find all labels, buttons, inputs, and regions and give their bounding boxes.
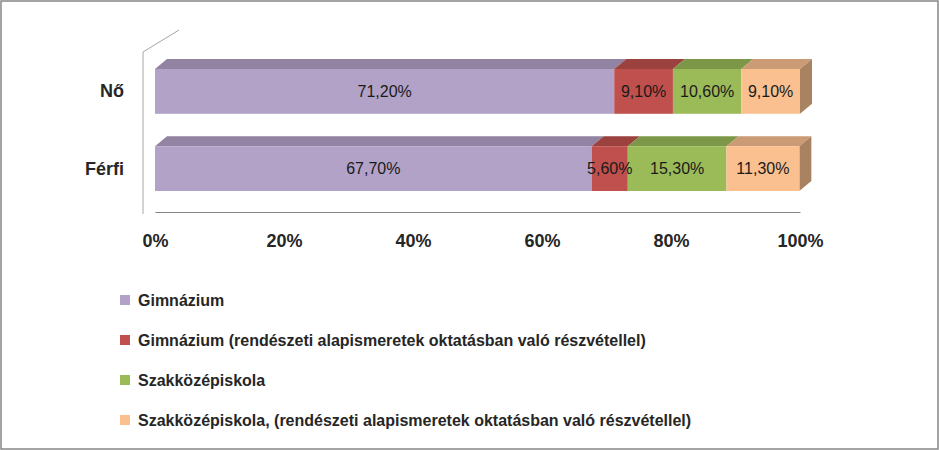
tick: 80%: [653, 212, 689, 251]
legend-label: Szakközépiskola: [138, 372, 265, 389]
category-label: Férfi: [85, 159, 124, 179]
tick: 100%: [777, 212, 823, 251]
legend-label: Gimnázium: [138, 292, 224, 309]
bar: [741, 69, 800, 114]
bar-top: [673, 59, 753, 69]
tick: 0%: [142, 212, 168, 251]
bar-top: [614, 59, 685, 69]
legend-swatch: [120, 295, 130, 305]
bar-top: [155, 136, 604, 146]
bar: [614, 69, 673, 114]
chart: 71,20% 9,10% 10,60% 9,10% 67,70% 5,60% 15,30% 1…: [0, 0, 939, 450]
tick-label: 20%: [266, 231, 302, 251]
bar: [155, 146, 592, 191]
tick-label: 40%: [395, 231, 431, 251]
bar-top: [628, 136, 739, 146]
axis-line: [156, 212, 801, 213]
tick-label: 80%: [653, 231, 689, 251]
bar: [673, 69, 741, 114]
data-labels: 71,20% 9,10% 10,60% 9,10% 67,70% 5,60% 15,30% 1…: [346, 83, 793, 177]
legend-label: Szakközépiskola, (rendészeti alapismeret…: [138, 412, 691, 429]
data-label: 67,70%: [346, 160, 400, 177]
data-label: 71,20%: [357, 83, 411, 100]
data-label: 5,60%: [587, 160, 632, 177]
bar-side: [799, 136, 811, 191]
bar: [155, 69, 614, 114]
tick: 20%: [266, 212, 302, 251]
data-label: 9,10%: [748, 83, 793, 100]
bar-top: [741, 59, 812, 69]
legend: Gimnázium Gimnázium (rendészeti alapismer…: [120, 292, 691, 429]
legend-swatch: [120, 335, 130, 345]
data-label: 9,10%: [621, 83, 666, 100]
tick: 40%: [395, 212, 431, 251]
bars: [155, 59, 812, 191]
tick-label: 60%: [524, 231, 560, 251]
bar: [726, 146, 799, 191]
tick: 60%: [524, 212, 560, 251]
tick-label: 0%: [142, 231, 168, 251]
y-axis: Nő Férfi: [85, 81, 124, 178]
bar: [628, 146, 727, 191]
legend-swatch: [120, 375, 130, 385]
legend-swatch: [120, 415, 130, 425]
data-label: 15,30%: [650, 160, 704, 177]
legend-label: Gimnázium (rendészeti alapismeretek okta…: [138, 332, 646, 349]
category-label: Nő: [100, 81, 124, 101]
bar-top: [726, 136, 811, 146]
bar-top: [155, 59, 626, 69]
x-axis: 0% 20% 40% 60% 80% 100%: [142, 212, 823, 251]
chart-frame: [1, 1, 938, 449]
bar-side: [800, 59, 812, 114]
tick-label: 100%: [777, 231, 823, 251]
data-label: 11,30%: [736, 160, 789, 177]
data-label: 10,60%: [680, 83, 734, 100]
